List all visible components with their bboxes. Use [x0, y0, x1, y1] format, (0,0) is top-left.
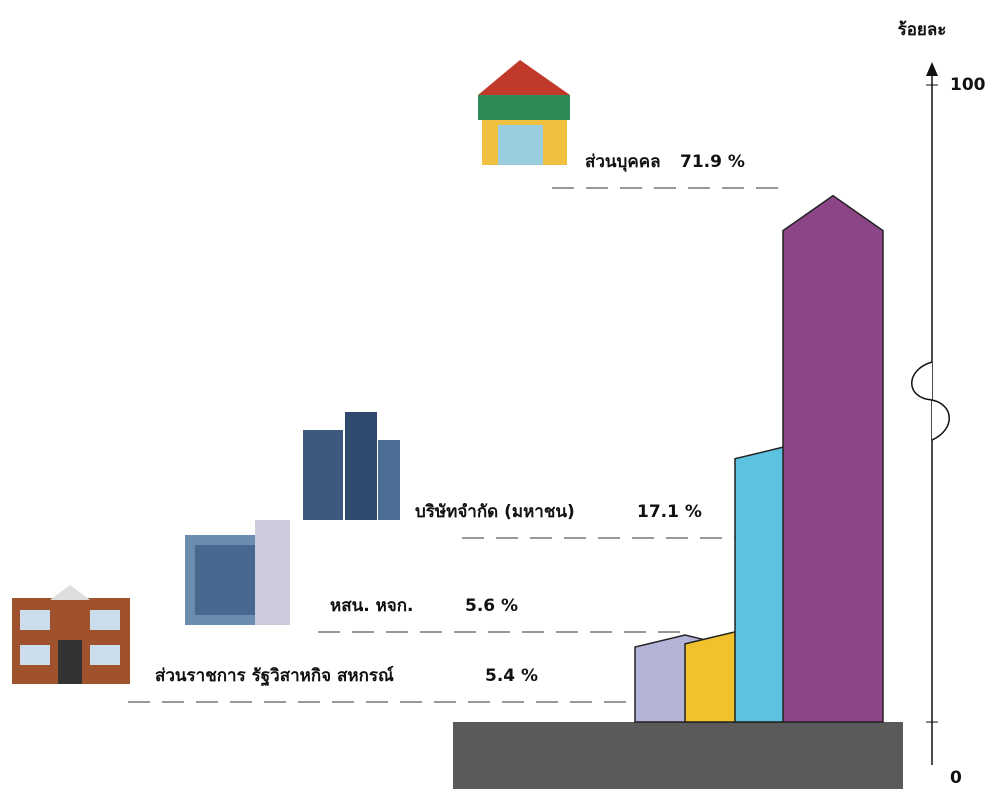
y-tick-label: 100 [950, 75, 986, 95]
government-icon [12, 585, 130, 684]
bar [783, 196, 883, 722]
axis-break [912, 362, 950, 440]
category-label: หสน. หจก. [330, 596, 414, 616]
value-label: 17.1 % [637, 502, 702, 522]
value-label: 5.6 % [465, 596, 518, 616]
value-label: 5.4 % [485, 666, 538, 686]
value-label: 71.9 % [680, 152, 745, 172]
building-icons [12, 60, 570, 684]
axis-arrow [926, 62, 938, 76]
base-platform [453, 722, 903, 789]
y-tick-label: 0 [950, 768, 962, 788]
tower-icon [303, 412, 400, 520]
category-label: ส่วนบุคคล [585, 152, 661, 172]
page: {"chart_data": {"type": "bar", "y_label"… [0, 0, 989, 789]
shop-icon [478, 60, 570, 165]
category-label: บริษัทจำกัด (มหาชน) [415, 502, 575, 522]
chart: ร้อยละ 0 100 ส่วนราชการ รัฐวิสาหกิจ สหกรณ์… [0, 0, 989, 789]
category-label: ส่วนราชการ รัฐวิสาหกิจ สหกรณ์ [155, 665, 394, 687]
office-icon [185, 520, 290, 625]
y-axis-title: ร้อยละ [898, 20, 947, 40]
